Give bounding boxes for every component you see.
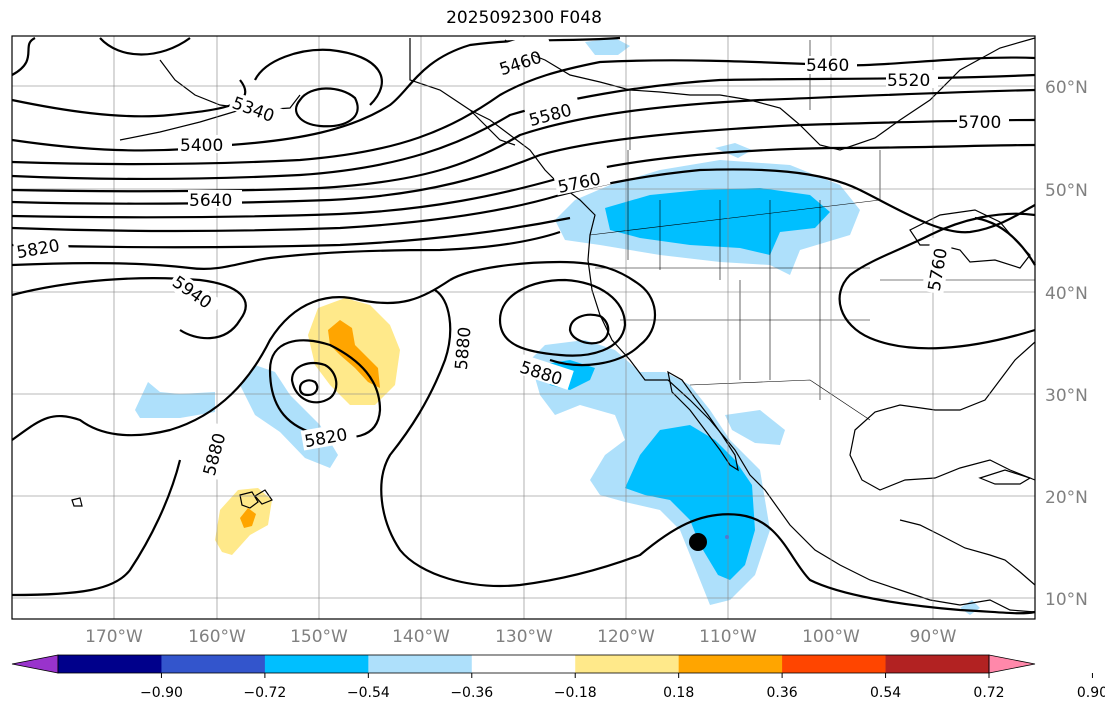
colorbar-outline — [57, 654, 990, 674]
colorbar-min-extend — [11, 654, 59, 674]
lat-label: 20°N — [1045, 488, 1088, 508]
colorbar-tick-label: 0.36 — [767, 685, 798, 701]
lon-label: 100°W — [802, 627, 860, 647]
lat-label: 40°N — [1045, 284, 1088, 304]
positive-anomaly-shading — [215, 298, 400, 555]
lon-label: 170°W — [85, 627, 143, 647]
colorbar-tick-label: −0.54 — [347, 685, 390, 701]
contour-label: 5640 — [189, 191, 232, 211]
latitude-labels: 60°N 50°N 40°N 30°N 20°N 10°N — [1045, 78, 1088, 610]
contour-label: 5520 — [887, 71, 930, 91]
colorbar-tick-label: −0.90 — [140, 685, 183, 701]
colorbar: −0.90 −0.72 −0.54 −0.36 −0.18 0.18 0.36 0.54 0.7… — [11, 654, 1105, 701]
colorbar-tick-label: −0.72 — [243, 685, 286, 701]
lat-label: 50°N — [1045, 181, 1088, 201]
colorbar-segment — [471, 655, 576, 673]
colorbar-segment — [58, 655, 162, 673]
colorbar-tick-label: 0.72 — [973, 685, 1004, 701]
colorbar-tick-label: 0.18 — [663, 685, 694, 701]
lon-label: 160°W — [188, 627, 246, 647]
colorbar-tick-label: −0.18 — [554, 685, 597, 701]
colorbar-segment — [161, 655, 266, 673]
colorbar-tick-label: 0.90 — [1077, 685, 1105, 701]
colorbar-segment — [678, 655, 783, 673]
contour-label: 5880 — [452, 326, 476, 371]
storm-position-marker — [689, 533, 707, 551]
lon-label: 150°W — [290, 627, 348, 647]
lon-label: 110°W — [699, 627, 757, 647]
colorbar-tick-label: −0.36 — [450, 685, 493, 701]
colorbar-segment — [368, 655, 473, 673]
colorbar-segment — [575, 655, 680, 673]
lat-label: 60°N — [1045, 78, 1088, 98]
storm-center-dot — [725, 535, 729, 539]
lon-label: 120°W — [597, 627, 655, 647]
colorbar-segment — [264, 655, 369, 673]
colorbar-segment — [782, 655, 887, 673]
lat-label: 10°N — [1045, 590, 1088, 610]
lat-label: 30°N — [1045, 386, 1088, 406]
graticule — [12, 36, 1035, 619]
map-frame — [11, 35, 1036, 620]
longitude-labels: 170°W 160°W 150°W 140°W 130°W 120°W 110°… — [85, 627, 957, 647]
lon-label: 90°W — [910, 627, 957, 647]
lon-label: 140°W — [392, 627, 450, 647]
colorbar-tick-label: 0.54 — [870, 685, 901, 701]
contour-label: 5400 — [180, 136, 223, 156]
lon-label: 130°W — [495, 627, 553, 647]
colorbar-segment — [885, 655, 990, 673]
contour-label: 5460 — [806, 56, 849, 76]
contour-label: 5700 — [958, 113, 1001, 133]
chart-title: 2025092300 F048 — [446, 8, 602, 28]
colorbar-max-extend — [988, 654, 1036, 674]
political-borders — [589, 40, 1035, 421]
